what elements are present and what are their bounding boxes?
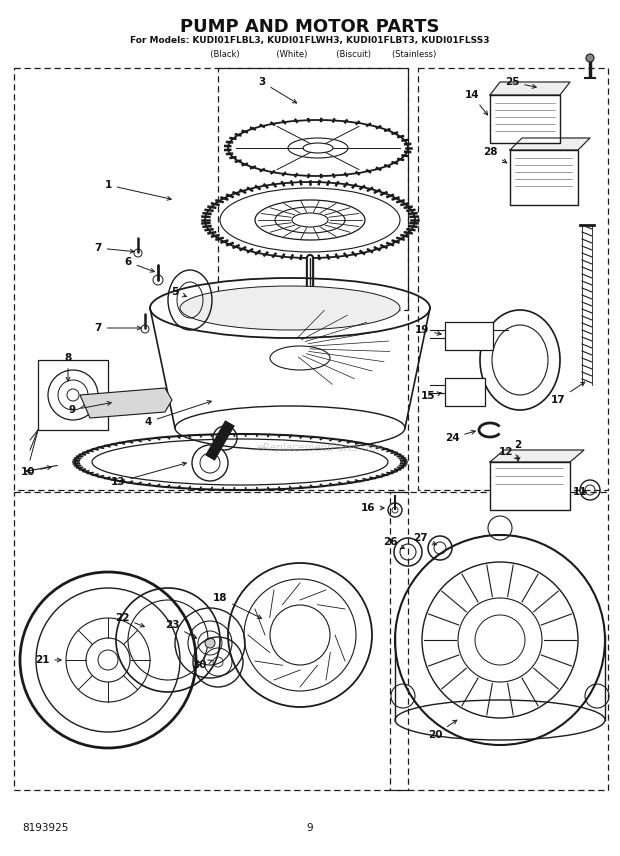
Text: 21: 21: [35, 655, 61, 665]
Text: PUMP AND MOTOR PARTS: PUMP AND MOTOR PARTS: [180, 18, 440, 36]
Text: 1: 1: [104, 180, 171, 200]
Text: 20: 20: [428, 720, 457, 740]
Text: 5: 5: [171, 287, 187, 297]
Ellipse shape: [180, 286, 400, 330]
Text: 7: 7: [94, 323, 141, 333]
Text: 9: 9: [68, 401, 111, 415]
Text: 15: 15: [421, 391, 441, 401]
Text: eReplacementParts.com: eReplacementParts.com: [257, 443, 384, 453]
Polygon shape: [80, 388, 172, 418]
Text: 30: 30: [193, 660, 213, 670]
Polygon shape: [490, 82, 570, 95]
Text: 3: 3: [259, 77, 297, 103]
FancyBboxPatch shape: [510, 150, 578, 205]
Text: 17: 17: [551, 382, 585, 405]
FancyBboxPatch shape: [445, 378, 485, 406]
Text: 19: 19: [415, 325, 441, 336]
Text: 16: 16: [361, 503, 384, 513]
Text: 4: 4: [144, 401, 211, 427]
Circle shape: [586, 54, 594, 62]
Text: 12: 12: [498, 447, 519, 458]
Text: 8: 8: [64, 353, 72, 381]
Text: 14: 14: [464, 90, 487, 115]
Text: 13: 13: [111, 462, 186, 487]
Text: 10: 10: [20, 466, 51, 477]
Polygon shape: [490, 450, 584, 462]
Text: 28: 28: [483, 147, 507, 163]
FancyBboxPatch shape: [490, 462, 570, 510]
Text: For Models: KUDI01FLBL3, KUDI01FLWH3, KUDI01FLBT3, KUDI01FLSS3: For Models: KUDI01FLBL3, KUDI01FLWH3, KU…: [130, 36, 490, 45]
FancyBboxPatch shape: [490, 95, 560, 143]
Text: 26: 26: [383, 537, 404, 549]
Text: 18: 18: [213, 593, 262, 618]
Text: 24: 24: [445, 431, 476, 443]
FancyBboxPatch shape: [445, 322, 493, 350]
Text: 9: 9: [307, 823, 313, 833]
FancyBboxPatch shape: [38, 360, 108, 430]
Text: 8193925: 8193925: [22, 823, 68, 833]
Text: 11: 11: [573, 487, 587, 497]
Text: 23: 23: [165, 620, 197, 639]
Text: (Black)              (White)           (Biscuit)        (Stainless): (Black) (White) (Biscuit) (Stainless): [184, 50, 436, 59]
Polygon shape: [510, 138, 590, 150]
Text: 25: 25: [505, 77, 536, 88]
Text: 22: 22: [115, 613, 144, 627]
Text: 27: 27: [413, 533, 436, 545]
Text: 7: 7: [94, 243, 134, 253]
Text: 6: 6: [125, 257, 154, 272]
Circle shape: [205, 638, 215, 648]
Text: 2: 2: [515, 440, 521, 461]
